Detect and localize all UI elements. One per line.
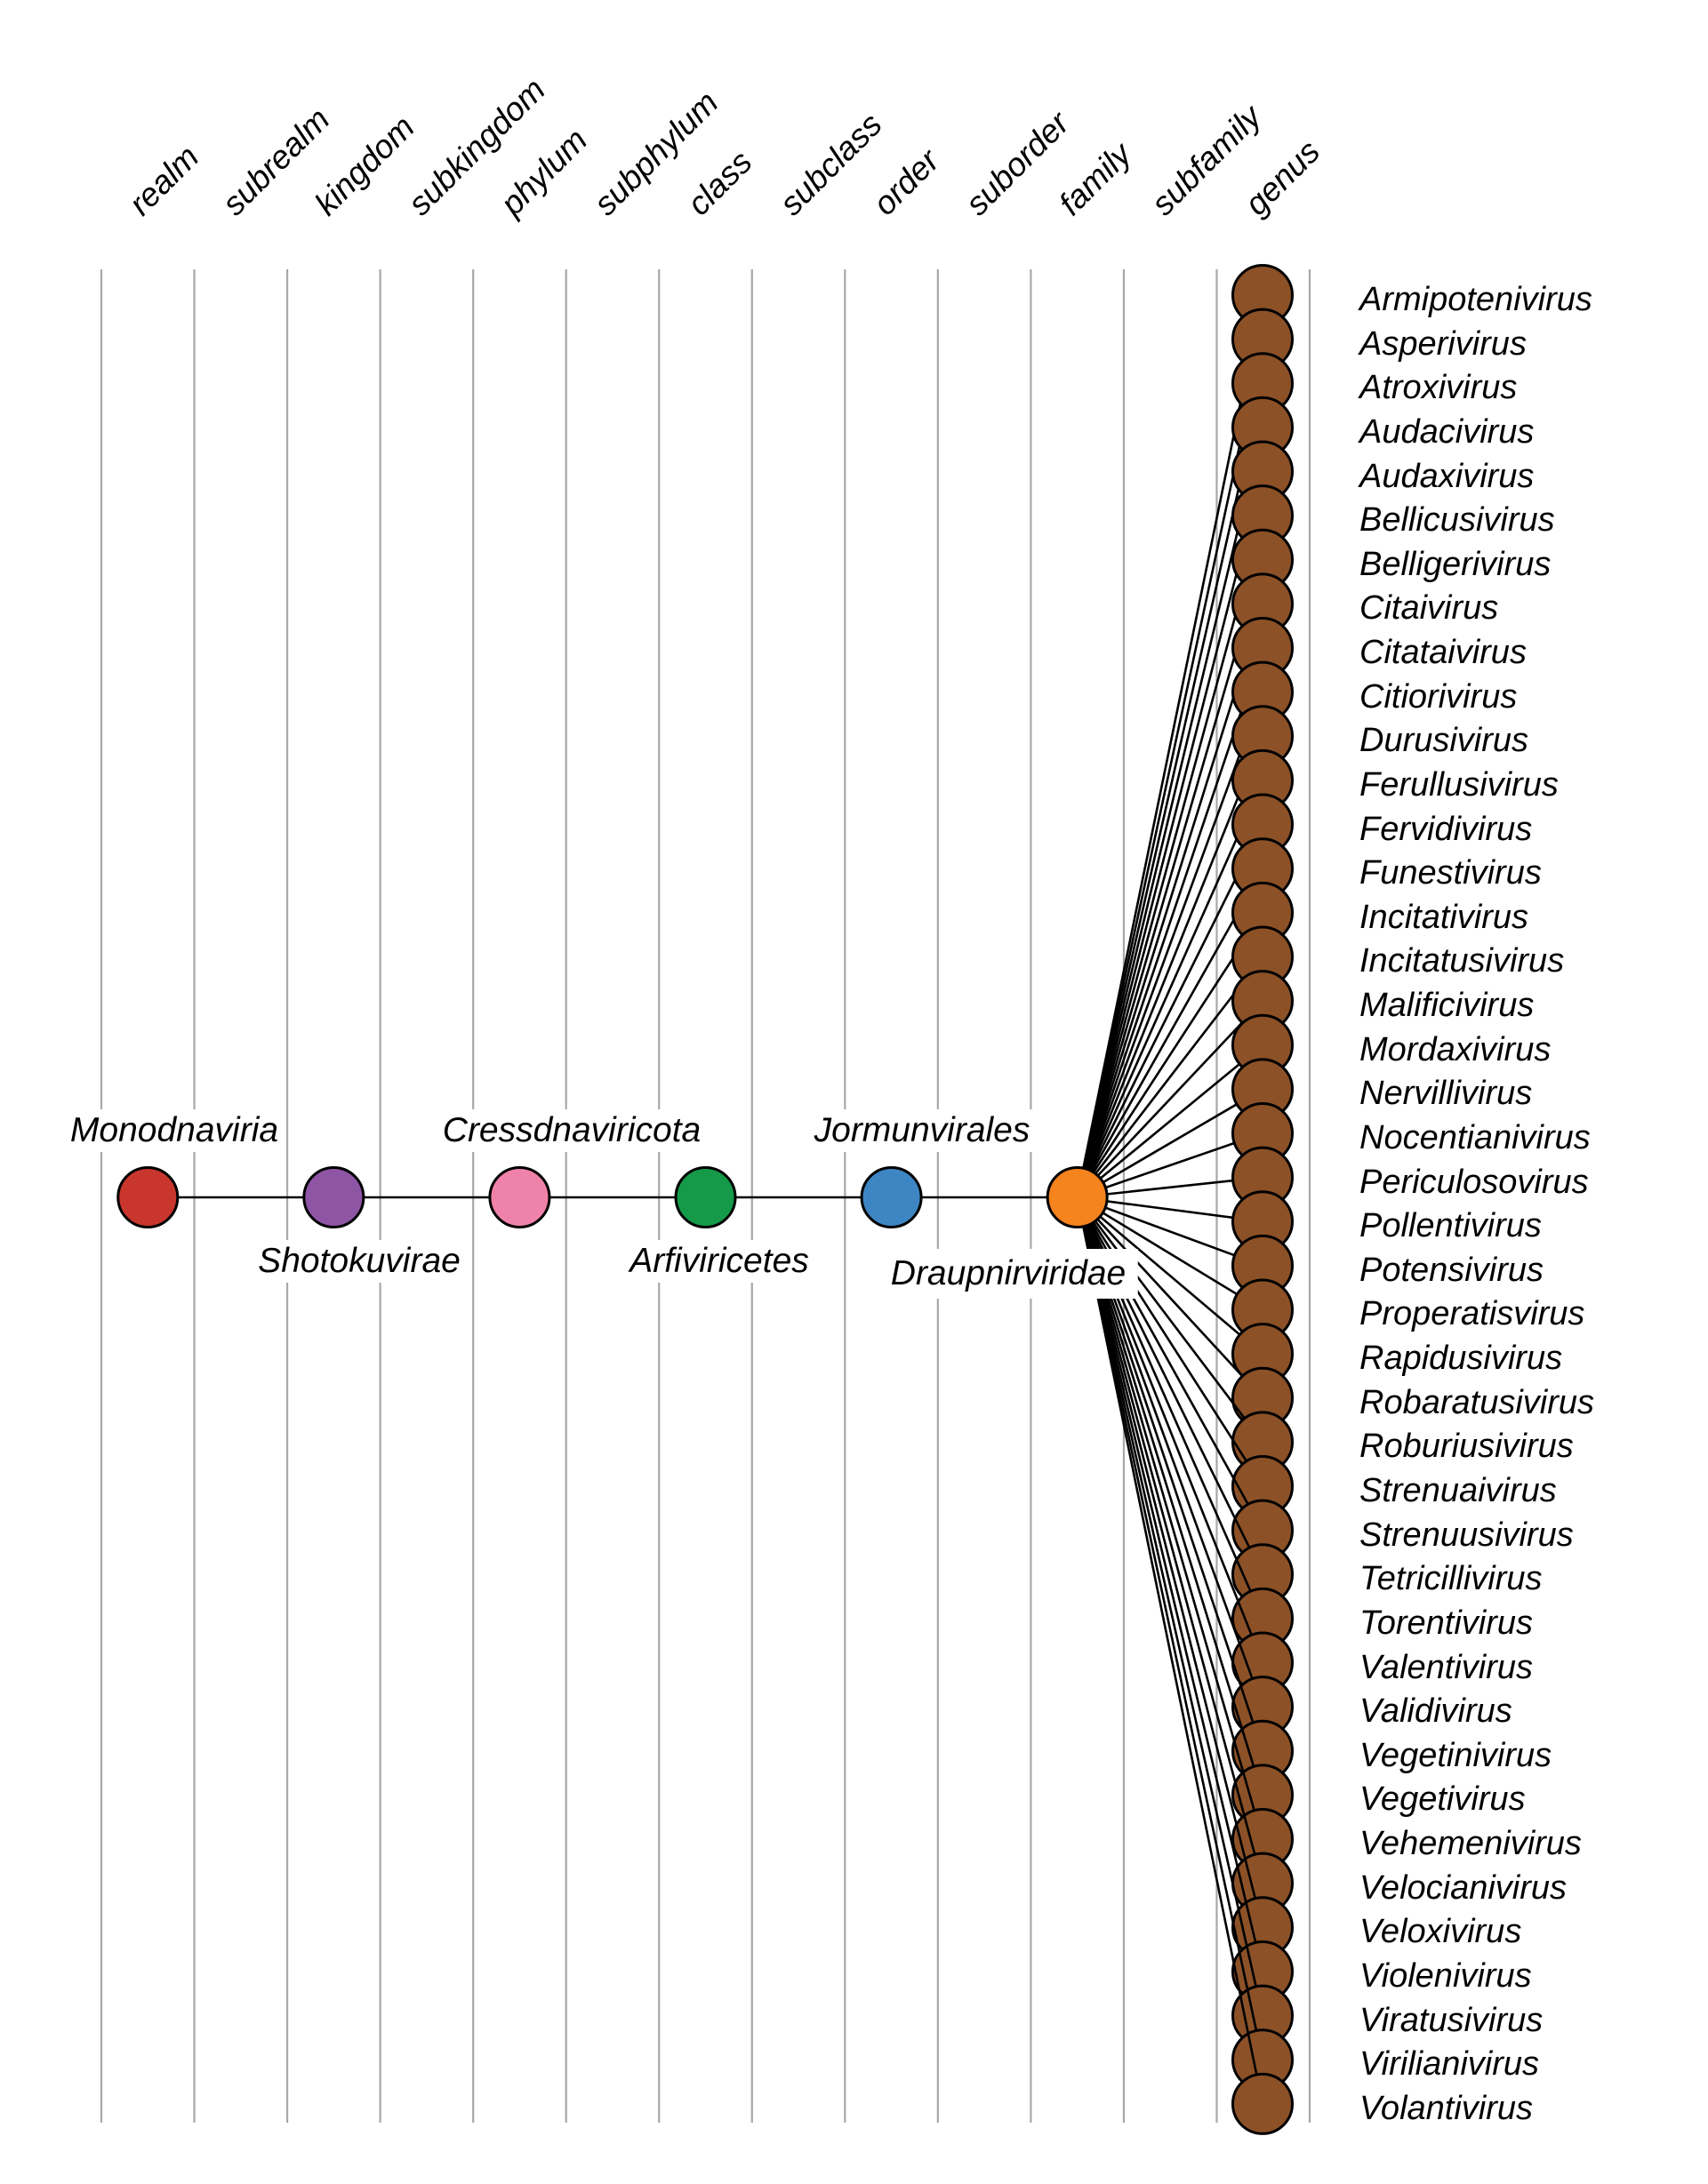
phylum-name-label: Cressdnaviricota <box>435 1109 709 1152</box>
genus-label: Viratusivirus <box>1359 2001 1544 2039</box>
genus-label: Robaratusivirus <box>1359 1383 1594 1421</box>
kingdom-name-label: Shotokuvirae <box>251 1240 468 1283</box>
family-genus-edge <box>1077 1196 1263 1268</box>
genus-label: Incitativirus <box>1359 898 1529 936</box>
order-node <box>860 1166 923 1228</box>
genus-label: Belligerivirus <box>1359 545 1552 583</box>
family-genus-edge <box>1076 1196 1264 1884</box>
family-genus-edge <box>1077 1088 1263 1199</box>
genus-label: Properatisvirus <box>1359 1295 1585 1333</box>
family-genus-edge <box>1076 1196 1264 2016</box>
genus-label: Incitatusivirus <box>1359 942 1565 980</box>
family-genus-edge <box>1076 515 1264 1198</box>
family-genus-edge <box>1076 604 1264 1198</box>
genus-label: Strenuaivirus <box>1359 1472 1557 1509</box>
family-genus-edge <box>1076 1044 1263 1199</box>
genus-label: Volantivirus <box>1359 2089 1534 2127</box>
genus-label: Fervidivirus <box>1359 810 1533 848</box>
family-genus-edge <box>1076 339 1264 1198</box>
genus-label: Audacivirus <box>1359 412 1535 451</box>
family-genus-edge <box>1076 1196 1264 1972</box>
family-genus-edge <box>1076 1196 1264 1487</box>
family-genus-edge <box>1076 1000 1263 1198</box>
family-genus-edge <box>1076 780 1264 1198</box>
genus-label: Valentivirus <box>1359 1648 1534 1686</box>
genus-label: Veloxivirus <box>1359 1913 1522 1951</box>
family-genus-edge <box>1076 868 1264 1198</box>
genus-label: Durusivirus <box>1359 722 1529 760</box>
genus-node <box>1231 2072 1294 2135</box>
phylum-node <box>488 1166 551 1228</box>
genus-label: Rapidusivirus <box>1359 1340 1563 1378</box>
family-genus-edge <box>1076 559 1264 1198</box>
genus-label: Asperivirus <box>1359 324 1527 363</box>
family-genus-edge <box>1076 692 1264 1198</box>
family-genus-edge <box>1076 1196 1263 1399</box>
class-node <box>674 1166 737 1228</box>
genus-label: Ferullusivirus <box>1359 765 1559 804</box>
genus-label: Tetricillivirus <box>1359 1560 1543 1598</box>
family-genus-edge <box>1076 1196 1264 2060</box>
family-genus-edge <box>1076 823 1264 1198</box>
genus-label: Roburiusivirus <box>1359 1428 1574 1466</box>
family-node <box>1046 1166 1109 1228</box>
genus-label: Periculosovirus <box>1359 1163 1589 1201</box>
family-genus-edge <box>1076 471 1264 1198</box>
kingdom-node <box>302 1166 365 1228</box>
genus-label: Pollentivirus <box>1359 1207 1542 1245</box>
family-genus-edge <box>1076 1196 1264 1840</box>
genus-label: Nocentianivirus <box>1359 1118 1591 1156</box>
genus-label: Nervillivirus <box>1359 1075 1533 1113</box>
genus-label: Funestivirus <box>1359 854 1542 892</box>
family-genus-edge <box>1076 1196 1263 1311</box>
order-name-label: Jormunvirales <box>806 1109 1038 1152</box>
genus-label: Citiorivirus <box>1359 677 1518 716</box>
family-genus-edge <box>1076 735 1264 1198</box>
genus-label: Citaivirus <box>1359 589 1499 628</box>
genus-label: Violenivirus <box>1359 1956 1532 1995</box>
genus-label: Velocianivirus <box>1359 1868 1568 1907</box>
family-name-label: Draupnirviridae <box>878 1249 1139 1299</box>
genus-label: Mordaxivirus <box>1359 1030 1552 1068</box>
genus-label: Malificivirus <box>1359 987 1535 1025</box>
family-genus-edge <box>1076 1196 1264 1444</box>
genus-label: Bellicusivirus <box>1359 501 1555 540</box>
genus-label: Citataivirus <box>1359 634 1527 672</box>
genus-label: Armipotenivirus <box>1359 281 1592 318</box>
genus-label: Vegetinivirus <box>1359 1736 1552 1774</box>
family-genus-edge <box>1076 1196 1264 2105</box>
class-name-label: Arfiviricetes <box>622 1240 816 1283</box>
family-genus-edge <box>1076 1196 1264 1928</box>
realm-node <box>116 1166 180 1228</box>
family-genus-edge <box>1077 1132 1263 1199</box>
genus-label: Audaxivirus <box>1359 457 1535 495</box>
genus-label: Validivirus <box>1359 1692 1512 1731</box>
family-genus-edge <box>1076 294 1264 1198</box>
family-genus-edge <box>1076 956 1264 1198</box>
genus-label: Torentivirus <box>1359 1604 1534 1642</box>
genus-label: Vegetivirus <box>1359 1780 1526 1819</box>
genus-label: Vehemenivirus <box>1359 1825 1582 1863</box>
genus-label: Strenuusivirus <box>1359 1516 1574 1554</box>
family-genus-edge <box>1076 1196 1263 1356</box>
genus-label: Virilianivirus <box>1359 2045 1540 2084</box>
genus-label: Potensivirus <box>1359 1251 1544 1289</box>
genus-label: Atroxivirus <box>1359 369 1518 407</box>
realm-name-label: Monodnaviria <box>62 1109 286 1152</box>
family-genus-edge <box>1076 427 1264 1198</box>
family-genus-edge <box>1077 1196 1263 1223</box>
